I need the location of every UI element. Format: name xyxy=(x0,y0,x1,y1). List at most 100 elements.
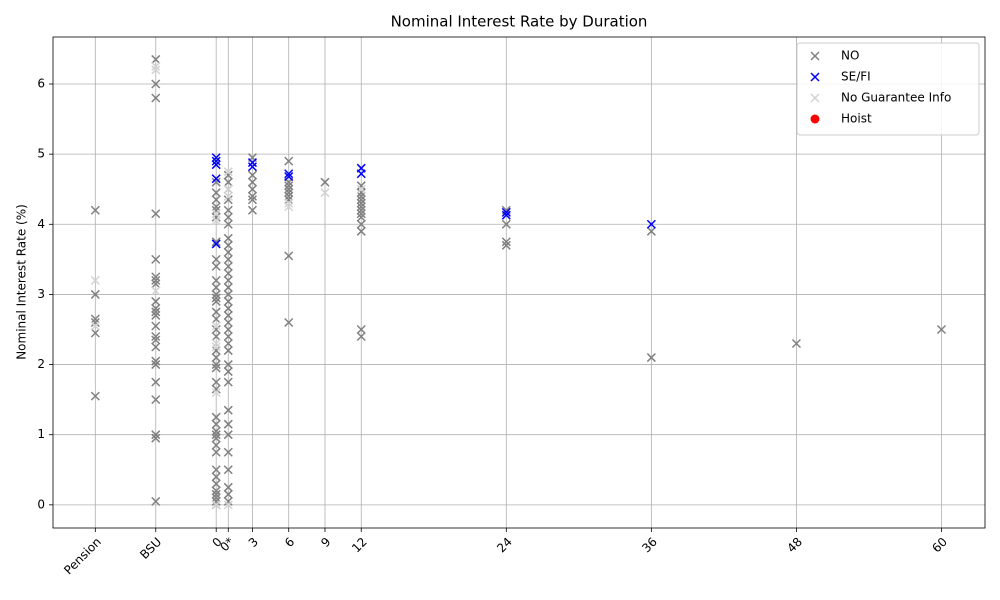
data-point xyxy=(211,324,221,335)
data-point xyxy=(223,338,233,349)
data-point xyxy=(151,331,161,342)
data-point xyxy=(151,342,161,352)
data-point xyxy=(223,247,233,257)
data-point xyxy=(356,188,366,198)
data-point xyxy=(90,289,100,299)
data-point xyxy=(356,191,366,201)
data-point xyxy=(223,254,233,264)
data-point xyxy=(151,303,161,313)
data-point xyxy=(211,479,221,489)
data-point xyxy=(223,377,233,387)
data-point xyxy=(247,191,257,201)
data-point xyxy=(501,210,511,220)
data-point xyxy=(90,391,100,401)
data-point xyxy=(151,335,161,345)
legend-label: Hoist xyxy=(841,112,872,126)
legend-label: No Guarantee Info xyxy=(841,91,951,105)
data-point xyxy=(320,188,330,198)
data-point xyxy=(223,496,233,506)
data-point xyxy=(151,377,161,387)
data-point xyxy=(211,188,221,198)
y-axis-label: Nominal Interest Rate (%) xyxy=(15,204,29,360)
legend-label: SE/FI xyxy=(841,70,871,84)
data-point xyxy=(211,282,221,292)
data-point xyxy=(151,61,161,71)
data-point xyxy=(211,275,221,285)
data-point xyxy=(284,202,294,212)
data-point xyxy=(211,440,221,450)
data-point xyxy=(211,216,221,226)
data-point xyxy=(646,353,656,363)
data-point xyxy=(356,212,366,222)
data-point xyxy=(223,275,233,285)
data-point xyxy=(356,198,366,208)
data-point xyxy=(646,219,656,229)
data-point xyxy=(247,170,257,180)
data-point xyxy=(284,195,294,205)
y-tick-label: 4 xyxy=(37,217,45,231)
data-point xyxy=(223,324,233,335)
data-point xyxy=(356,209,366,219)
data-point xyxy=(223,219,233,229)
data-point xyxy=(211,153,221,163)
data-point xyxy=(211,156,221,166)
data-point xyxy=(284,181,294,191)
data-point xyxy=(151,496,161,506)
data-point xyxy=(211,426,221,436)
data-point xyxy=(247,158,257,168)
data-point xyxy=(90,205,100,215)
data-point xyxy=(90,321,100,331)
data-point xyxy=(284,156,294,166)
data-point xyxy=(211,346,221,356)
data-point xyxy=(211,174,221,184)
data-point xyxy=(211,239,221,249)
data-point xyxy=(211,496,221,506)
data-point xyxy=(356,331,366,342)
data-point xyxy=(223,296,233,306)
data-point xyxy=(501,240,511,250)
data-point xyxy=(223,268,233,278)
data-point xyxy=(211,254,221,264)
data-point xyxy=(356,219,366,229)
data-point xyxy=(284,317,294,328)
data-point xyxy=(90,314,100,324)
data-point xyxy=(356,205,366,215)
data-point xyxy=(223,261,233,271)
data-point xyxy=(211,338,221,349)
data-point xyxy=(211,360,221,370)
data-point xyxy=(211,293,221,303)
data-point xyxy=(284,198,294,208)
data-point xyxy=(211,433,221,443)
data-point xyxy=(223,430,233,440)
data-point xyxy=(356,202,366,212)
plot-frame xyxy=(52,36,986,529)
data-point xyxy=(223,447,233,457)
data-point xyxy=(211,412,221,422)
data-point xyxy=(151,430,161,440)
data-point xyxy=(90,275,100,285)
data-point xyxy=(223,367,233,377)
data-point xyxy=(223,212,233,222)
data-point xyxy=(223,360,233,370)
data-point xyxy=(223,303,233,313)
data-point xyxy=(356,226,366,236)
data-point xyxy=(223,317,233,328)
data-point xyxy=(151,93,161,103)
data-point xyxy=(320,177,330,187)
data-point xyxy=(151,279,161,289)
data-point xyxy=(284,184,294,194)
data-point xyxy=(211,342,221,352)
data-point xyxy=(223,195,233,205)
data-point xyxy=(211,307,221,317)
y-tick-label: 6 xyxy=(37,76,45,90)
data-point xyxy=(151,209,161,219)
legend-box xyxy=(796,42,980,136)
y-tick-label: 5 xyxy=(37,147,45,161)
data-point xyxy=(223,184,233,194)
data-point xyxy=(211,377,221,387)
data-point xyxy=(151,272,161,282)
data-point xyxy=(223,233,233,243)
data-point xyxy=(356,324,366,335)
data-point xyxy=(151,254,161,264)
